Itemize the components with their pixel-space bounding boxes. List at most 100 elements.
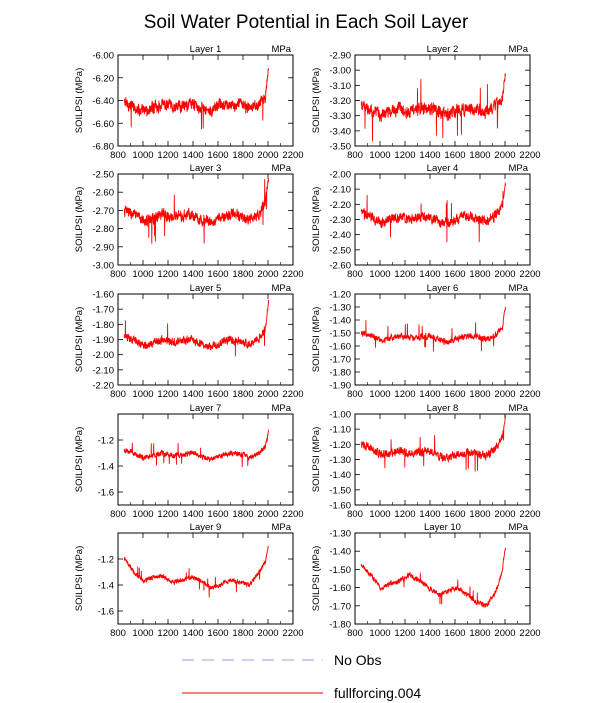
- y-tick-label: -1.4: [98, 462, 114, 473]
- series-line: [360, 73, 506, 142]
- y-tick-label: -6.00: [92, 51, 114, 62]
- chart-panel: Layer 9 MPa 800 1000 1200 1400 1600 1800 2000 220…: [74, 522, 304, 639]
- y-tick-label: -3.00: [92, 261, 114, 272]
- x-tick-label: 2200: [519, 269, 540, 280]
- x-tick-label: 1200: [157, 389, 178, 400]
- y-tick-label: -1.6: [98, 607, 114, 618]
- x-tick-label: 1800: [469, 389, 490, 400]
- x-tick-label: 1800: [232, 269, 253, 280]
- plot-frame: [354, 532, 531, 625]
- x-tick-label: 1000: [132, 150, 153, 161]
- series-line: [123, 545, 269, 598]
- series-line: [360, 547, 507, 608]
- x-tick-label: 2000: [494, 509, 515, 520]
- x-tick-label: 1000: [132, 269, 153, 280]
- x-tick-label: 800: [110, 269, 126, 280]
- x-tick-label: 2000: [494, 150, 515, 161]
- y-axis-label: SOILPSI (MPa): [74, 187, 85, 252]
- x-tick-label: 2000: [257, 269, 278, 280]
- plot-frame: [117, 293, 294, 386]
- y-tick-label: -1.2: [98, 436, 114, 447]
- x-tick-label: 2200: [282, 509, 303, 520]
- x-tick-label: 1000: [369, 269, 390, 280]
- x-tick-label: 2000: [257, 509, 278, 520]
- panel-title: Layer 3: [190, 163, 222, 174]
- x-tick-label: 1000: [132, 509, 153, 520]
- x-tick-label: 1600: [207, 628, 228, 639]
- y-tick-label: -2.90: [329, 51, 351, 62]
- x-tick-label: 2200: [282, 150, 303, 161]
- chart-panel: Layer 6 MPa 800 1000 1200 1400 1600 1800 2000 220…: [311, 283, 541, 400]
- chart-panel: Layer 4 MPa 800 1000 1200 1400 1600 1800 2000 220…: [311, 163, 541, 280]
- panel-title: Layer 6: [427, 283, 459, 294]
- y-tick-label: -2.10: [329, 185, 351, 196]
- panels: Layer 1 MPa 800 1000 1200 1400 1600 1800 2000 220…: [74, 44, 541, 639]
- x-tick-label: 1600: [207, 269, 228, 280]
- x-tick-label: 2200: [519, 389, 540, 400]
- legend-label-no-obs: No Obs: [334, 652, 381, 668]
- series-line: [123, 299, 270, 357]
- x-tick-label: 1000: [369, 389, 390, 400]
- y-tick-label: -2.00: [329, 170, 351, 181]
- x-tick-label: 1400: [182, 150, 203, 161]
- x-tick-label: 1400: [182, 269, 203, 280]
- y-tick-label: -1.70: [329, 355, 351, 366]
- y-tick-label: -1.80: [329, 620, 351, 631]
- panel-title: Layer 10: [424, 522, 461, 533]
- y-tick-label: -3.20: [329, 96, 351, 107]
- x-tick-label: 2200: [519, 509, 540, 520]
- y-axis-label: SOILPSI (MPa): [74, 427, 85, 492]
- x-tick-label: 1400: [419, 509, 440, 520]
- panel-title: Layer 1: [190, 44, 222, 55]
- y-tick-label: -2.80: [92, 224, 114, 235]
- y-axis-label: SOILPSI (MPa): [74, 307, 85, 372]
- y-tick-label: -6.80: [92, 142, 114, 153]
- y-tick-label: -1.40: [329, 470, 351, 481]
- y-tick-label: -1.2: [98, 555, 114, 566]
- x-tick-label: 1800: [232, 628, 253, 639]
- x-tick-label: 1000: [132, 389, 153, 400]
- chart-panel: Layer 8 MPa 800 1000 1200 1400 1600 1800 2000 220…: [311, 403, 541, 520]
- y-axis-label: SOILPSI (MPa): [311, 427, 322, 492]
- y-tick-label: -3.30: [329, 111, 351, 122]
- y-tick-label: -1.60: [329, 501, 351, 512]
- x-tick-label: 800: [110, 628, 126, 639]
- x-tick-label: 1800: [232, 509, 253, 520]
- unit-label: MPa: [508, 403, 528, 414]
- x-tick-label: 1800: [469, 628, 490, 639]
- x-tick-label: 800: [347, 150, 363, 161]
- x-tick-label: 2200: [519, 150, 540, 161]
- y-tick-label: -1.60: [329, 342, 351, 353]
- x-tick-label: 2200: [282, 389, 303, 400]
- y-tick-label: -3.10: [329, 81, 351, 92]
- x-tick-label: 1400: [419, 269, 440, 280]
- x-tick-label: 2200: [519, 628, 540, 639]
- y-tick-label: -1.60: [329, 583, 351, 594]
- y-tick-label: -3.40: [329, 126, 351, 137]
- x-tick-label: 1200: [394, 269, 415, 280]
- y-tick-label: -1.40: [329, 547, 351, 558]
- panel-title: Layer 8: [427, 403, 459, 414]
- y-tick-label: -1.20: [329, 290, 351, 301]
- y-tick-label: -6.40: [92, 96, 114, 107]
- x-tick-label: 2000: [494, 389, 515, 400]
- y-axis-label: SOILPSI (MPa): [311, 546, 322, 611]
- panel-title: Layer 7: [190, 403, 222, 414]
- y-tick-label: -2.70: [92, 206, 114, 217]
- chart-panel: Layer 3 MPa 800 1000 1200 1400 1600 1800 2000 220…: [74, 163, 304, 280]
- x-tick-label: 1400: [419, 150, 440, 161]
- y-tick-label: -2.20: [329, 200, 351, 211]
- x-tick-label: 800: [347, 389, 363, 400]
- x-tick-label: 1200: [157, 269, 178, 280]
- x-tick-label: 1600: [207, 389, 228, 400]
- y-tick-label: -1.50: [329, 329, 351, 340]
- x-tick-label: 800: [347, 269, 363, 280]
- y-tick-label: -1.4: [98, 581, 114, 592]
- y-tick-label: -1.80: [329, 368, 351, 379]
- x-tick-label: 1000: [132, 628, 153, 639]
- x-tick-label: 2000: [494, 628, 515, 639]
- x-tick-label: 1800: [469, 150, 490, 161]
- panel-title: Layer 2: [427, 44, 459, 55]
- y-tick-label: -1.50: [329, 565, 351, 576]
